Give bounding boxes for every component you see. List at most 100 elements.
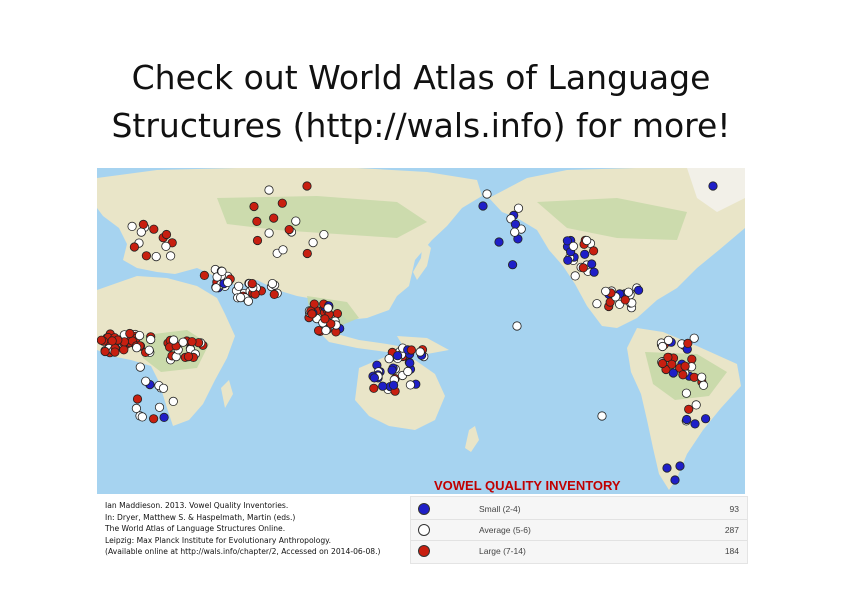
language-point[interactable] <box>110 347 120 357</box>
language-point[interactable] <box>249 201 259 212</box>
language-point[interactable] <box>405 358 415 368</box>
language-point[interactable] <box>146 334 156 345</box>
language-point[interactable] <box>252 235 263 246</box>
language-point[interactable] <box>657 341 668 352</box>
language-point[interactable] <box>597 411 607 421</box>
language-point[interactable] <box>277 198 287 208</box>
language-point[interactable] <box>141 251 152 261</box>
language-point[interactable] <box>369 383 379 393</box>
language-point[interactable] <box>129 242 140 252</box>
language-point[interactable] <box>507 260 518 270</box>
language-point[interactable] <box>682 414 692 425</box>
language-point[interactable] <box>633 285 644 295</box>
language-point[interactable] <box>131 403 142 413</box>
language-point[interactable] <box>384 354 394 364</box>
language-point[interactable] <box>243 296 253 306</box>
language-point[interactable] <box>405 380 415 390</box>
language-point[interactable] <box>159 412 169 422</box>
language-point[interactable] <box>326 319 336 329</box>
language-point[interactable] <box>663 335 674 345</box>
language-point[interactable] <box>588 246 599 256</box>
language-point[interactable] <box>378 381 388 391</box>
language-point[interactable] <box>510 219 520 229</box>
language-point[interactable] <box>161 241 171 251</box>
language-point[interactable] <box>668 368 678 378</box>
language-point[interactable] <box>148 414 159 424</box>
language-point[interactable] <box>512 321 522 331</box>
language-point[interactable] <box>663 352 673 362</box>
language-point[interactable] <box>307 309 317 319</box>
language-point[interactable] <box>302 181 312 191</box>
language-point[interactable] <box>680 361 690 371</box>
language-point[interactable] <box>183 352 194 362</box>
language-point[interactable] <box>563 255 573 265</box>
language-point[interactable] <box>691 400 701 410</box>
language-point[interactable] <box>482 189 492 199</box>
language-point[interactable] <box>137 412 147 422</box>
language-point[interactable] <box>149 224 159 234</box>
language-point[interactable] <box>369 373 379 383</box>
language-point[interactable] <box>119 345 129 355</box>
language-point[interactable] <box>269 289 279 300</box>
language-point[interactable] <box>154 402 165 412</box>
language-point[interactable] <box>387 365 397 375</box>
language-point[interactable] <box>592 299 602 309</box>
language-point[interactable] <box>132 343 142 353</box>
language-point[interactable] <box>687 354 697 364</box>
language-point[interactable] <box>136 227 146 237</box>
language-point[interactable] <box>323 303 333 313</box>
language-point[interactable] <box>657 358 668 369</box>
language-point[interactable] <box>700 414 711 424</box>
language-point[interactable] <box>683 338 693 348</box>
language-point[interactable] <box>151 252 161 262</box>
language-point[interactable] <box>127 221 137 232</box>
language-point[interactable] <box>141 376 151 386</box>
language-point[interactable] <box>406 345 416 355</box>
language-point[interactable] <box>690 419 700 429</box>
language-point[interactable] <box>125 328 135 339</box>
language-point[interactable] <box>217 266 227 277</box>
language-point[interactable] <box>264 228 274 238</box>
legend-row-small[interactable]: Small (2-4) 93 <box>411 499 747 520</box>
language-point[interactable] <box>623 287 634 297</box>
language-point[interactable] <box>578 263 588 273</box>
language-point[interactable] <box>321 325 331 335</box>
language-point[interactable] <box>199 270 210 281</box>
legend-row-average[interactable]: Average (5-6) 287 <box>411 520 747 541</box>
language-point[interactable] <box>510 227 520 237</box>
language-point[interactable] <box>166 251 176 261</box>
language-point[interactable] <box>138 219 149 230</box>
language-point[interactable] <box>698 380 709 390</box>
language-point[interactable] <box>291 216 301 226</box>
language-point[interactable] <box>684 404 694 414</box>
language-point[interactable] <box>308 238 318 248</box>
language-point[interactable] <box>168 396 178 406</box>
language-point[interactable] <box>601 286 611 296</box>
language-point[interactable] <box>134 331 145 341</box>
language-point[interactable] <box>388 380 399 390</box>
language-point[interactable] <box>158 383 169 393</box>
language-point[interactable] <box>234 281 244 291</box>
language-point[interactable] <box>589 267 599 277</box>
language-point[interactable] <box>662 463 672 473</box>
language-point[interactable] <box>320 314 330 324</box>
language-map[interactable] <box>97 168 745 494</box>
language-point[interactable] <box>264 185 274 195</box>
language-point[interactable] <box>211 283 221 293</box>
language-point[interactable] <box>267 279 277 289</box>
language-point[interactable] <box>697 372 707 382</box>
language-point[interactable] <box>107 336 117 346</box>
language-point[interactable] <box>570 271 580 281</box>
language-point[interactable] <box>178 337 188 347</box>
language-point[interactable] <box>269 213 279 223</box>
language-points[interactable] <box>97 181 718 485</box>
language-point[interactable] <box>319 229 329 240</box>
language-point[interactable] <box>252 216 262 227</box>
language-point[interactable] <box>675 461 685 471</box>
language-point[interactable] <box>494 237 504 247</box>
language-point[interactable] <box>681 388 692 398</box>
language-point[interactable] <box>568 241 578 251</box>
language-point[interactable] <box>97 335 106 345</box>
language-point[interactable] <box>247 279 257 289</box>
language-point[interactable] <box>689 333 699 343</box>
